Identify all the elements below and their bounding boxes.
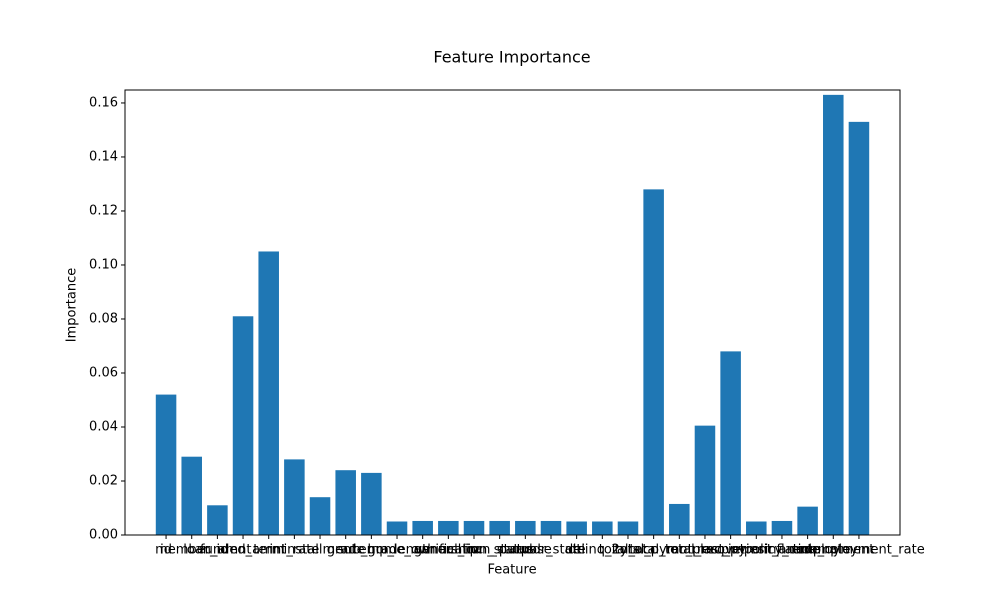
bar [592, 521, 613, 535]
x-tick-label: id [160, 543, 172, 558]
y-tick-label: 0.08 [89, 311, 118, 326]
x-tick-label: total_acc [599, 543, 658, 558]
x-tick-label: term [253, 543, 284, 558]
x-tick-label: verification_status [414, 543, 534, 558]
bar [438, 520, 459, 535]
bar [309, 497, 331, 535]
x-tick-label: home_ownership [367, 543, 477, 558]
bar [258, 251, 279, 535]
x-tick-label: delinq_2yrs [565, 543, 640, 558]
x-tick-label: dti [568, 543, 585, 558]
y-tick-label: 0.04 [89, 419, 118, 434]
bar [463, 520, 485, 535]
x-tick-label: loan_amnt [183, 543, 251, 558]
y-tick-label: 0.02 [89, 473, 118, 488]
x-tick-label: unemployment_rate [793, 543, 925, 558]
bar [335, 470, 356, 535]
bar [540, 520, 562, 535]
x-tick-label: emp_length [359, 543, 436, 558]
bar [361, 472, 382, 535]
y-axis-label: Importance [65, 268, 80, 343]
x-tick-label: member_id [155, 543, 228, 558]
x-tick-label: recoveries [697, 543, 765, 558]
bar [489, 520, 510, 535]
y-tick-label: 0.06 [89, 365, 118, 380]
x-tick-label: loan_status [463, 543, 537, 558]
bar [566, 521, 587, 535]
x-tick-label: grade [327, 543, 365, 558]
x-tick-label: purpose [499, 543, 552, 558]
bar [181, 456, 202, 535]
bar [669, 503, 690, 535]
x-tick-label: total_rec_prncp [629, 543, 729, 558]
x-tick-label: employment [792, 543, 874, 558]
y-tick-label: 0.14 [89, 149, 118, 164]
bar [515, 520, 536, 535]
bar [617, 521, 639, 535]
bar [232, 316, 254, 535]
x-tick-label: total_pymnt [615, 543, 693, 558]
x-axis-label: Feature [487, 563, 536, 578]
x-tick-label: annual_inc [413, 543, 483, 558]
x-tick-label: sub_grade [338, 543, 406, 558]
bar [643, 189, 664, 535]
bar [746, 521, 767, 535]
bar [207, 505, 228, 535]
chart-title: Feature Importance [433, 48, 590, 67]
x-tick-label: installment [284, 543, 357, 558]
bar [797, 506, 818, 535]
x-tick-label: last_pymnt_amnt [700, 543, 812, 558]
x-tick-label: int_rate [269, 543, 319, 558]
bar [386, 521, 408, 535]
bar [412, 520, 433, 535]
y-tick-label: 0.16 [89, 95, 118, 110]
bar [720, 351, 741, 535]
x-tick-label: total_rec_int [665, 543, 745, 558]
y-tick-label: 0.10 [89, 257, 118, 272]
x-tick-label: addr_state [516, 543, 585, 558]
bar [823, 94, 844, 535]
bar [155, 394, 177, 535]
bar [848, 121, 870, 536]
x-tick-label: funded_amnt [200, 543, 286, 558]
bar [771, 520, 793, 535]
bar [284, 459, 305, 535]
x-tick-label: inflation_rate [765, 543, 851, 558]
plot-frame [124, 89, 901, 536]
x-tick-label: policy_code [744, 543, 820, 558]
y-tick-label: 0.00 [89, 528, 118, 543]
y-tick-label: 0.12 [89, 203, 118, 218]
bar [694, 425, 716, 535]
